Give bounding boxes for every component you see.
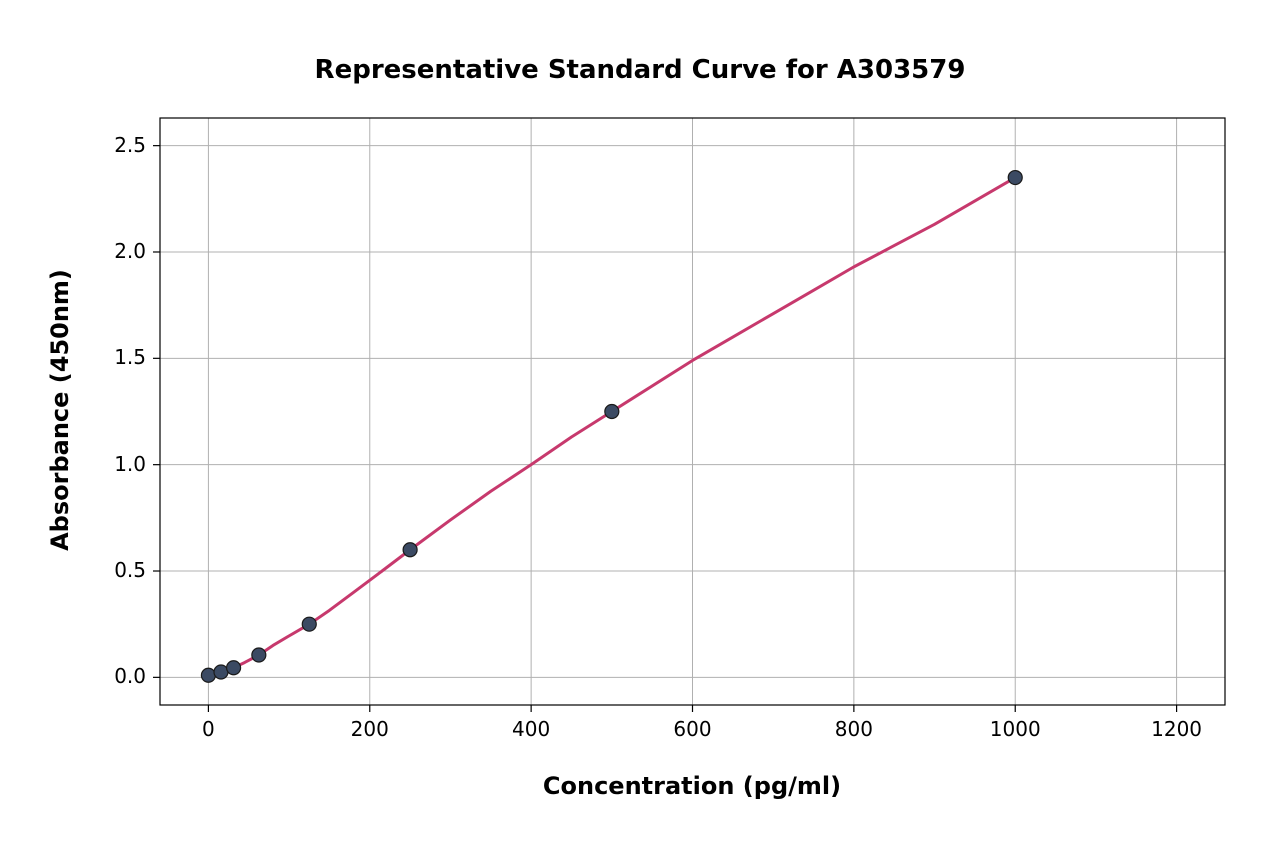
x-tick-label: 0: [168, 717, 248, 741]
x-tick-label: 400: [491, 717, 571, 741]
x-tick-label: 1000: [975, 717, 1055, 741]
y-tick-label: 0.0: [114, 664, 146, 688]
y-tick-label: 2.5: [114, 133, 146, 157]
x-tick-label: 800: [814, 717, 894, 741]
x-tick-label: 600: [653, 717, 733, 741]
chart-container: Representative Standard Curve for A30357…: [0, 0, 1280, 845]
x-tick-label: 200: [330, 717, 410, 741]
y-tick-label: 1.5: [114, 345, 146, 369]
x-tick-label: 1200: [1137, 717, 1217, 741]
y-tick-label: 1.0: [114, 452, 146, 476]
y-tick-label: 2.0: [114, 239, 146, 263]
y-tick-label: 0.5: [114, 558, 146, 582]
